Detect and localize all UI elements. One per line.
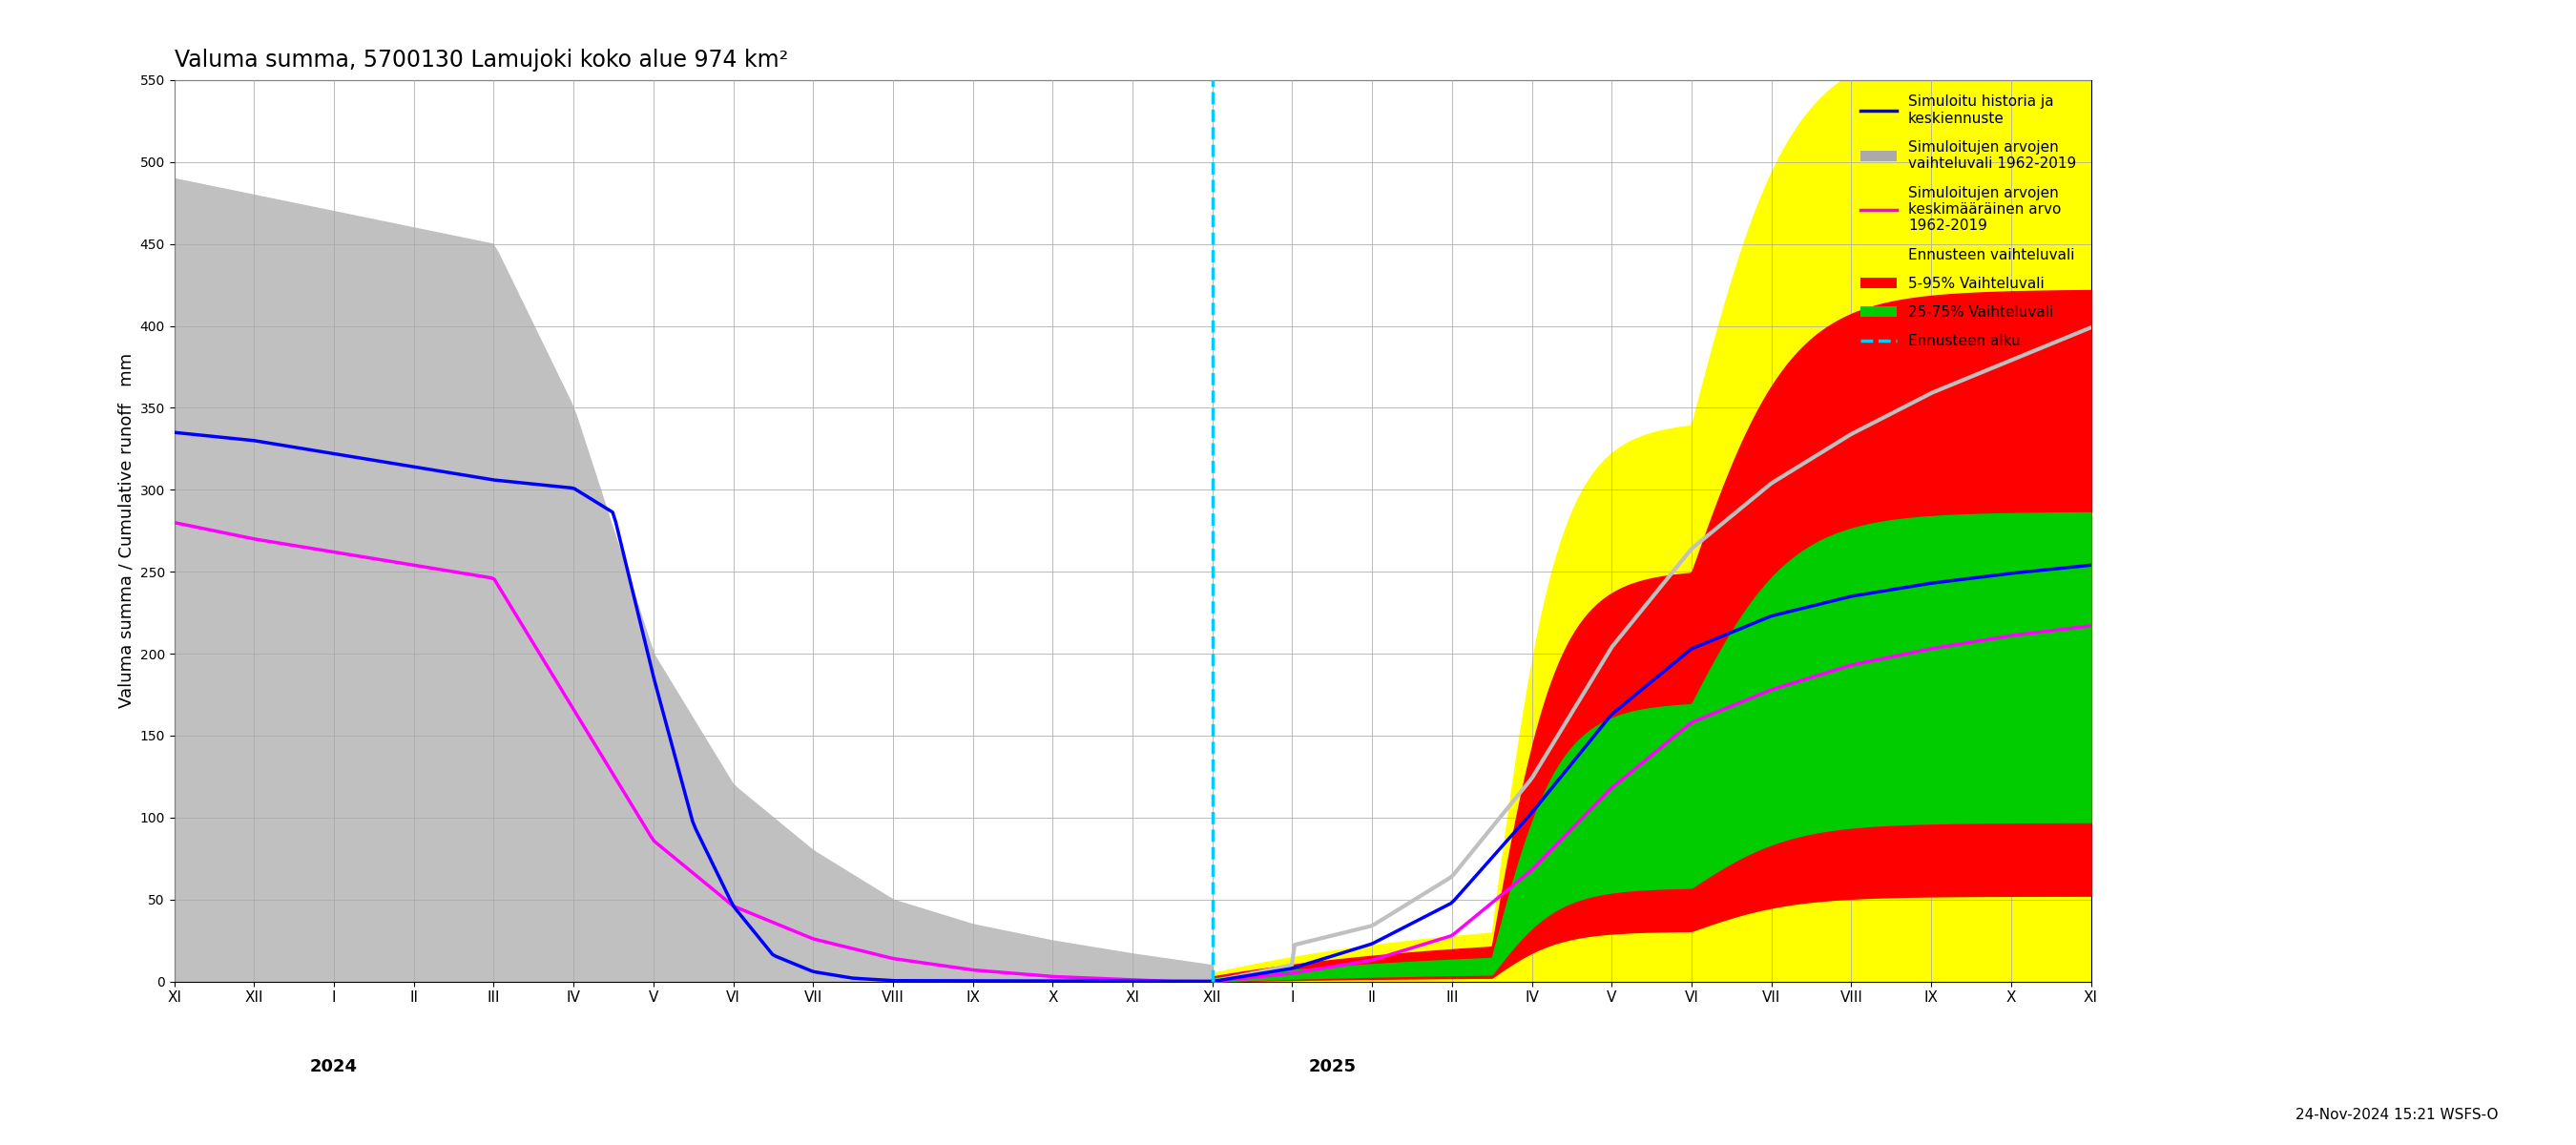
Text: 24-Nov-2024 15:21 WSFS-O: 24-Nov-2024 15:21 WSFS-O — [2295, 1108, 2499, 1122]
Legend: Simuloitu historia ja
keskiennuste, Simuloitujen arvojen
vaihteluvali 1962-2019,: Simuloitu historia ja keskiennuste, Simu… — [1852, 87, 2084, 356]
Text: 2024: 2024 — [309, 1058, 358, 1075]
Y-axis label: Valuma summa / Cumulative runoff   mm: Valuma summa / Cumulative runoff mm — [118, 353, 134, 709]
Text: Valuma summa, 5700130 Lamujoki koko alue 974 km²: Valuma summa, 5700130 Lamujoki koko alue… — [175, 48, 788, 71]
Text: 2025: 2025 — [1309, 1058, 1355, 1075]
